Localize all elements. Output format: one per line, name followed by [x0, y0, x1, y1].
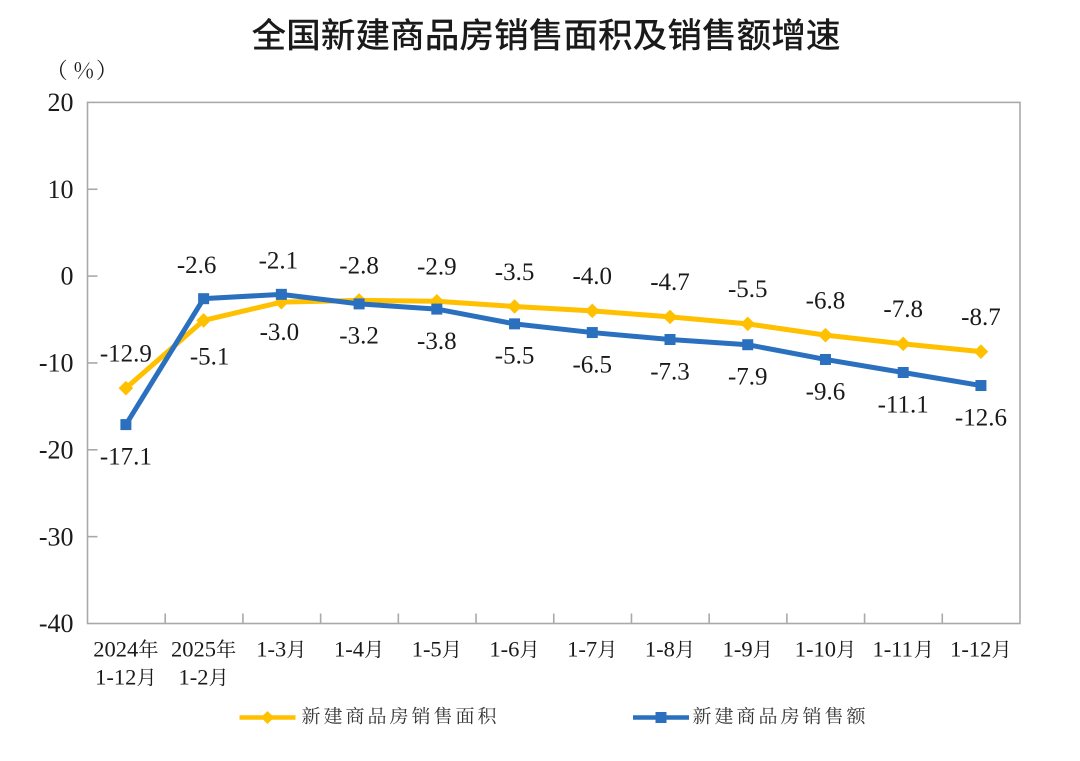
svg-text:1-5: 1-5: [412, 637, 442, 662]
svg-text:1-10: 1-10: [795, 637, 836, 662]
svg-text:2024: 2024: [93, 637, 138, 662]
svg-text:-5.5: -5.5: [728, 276, 768, 303]
svg-text:-5.5: -5.5: [495, 343, 535, 370]
svg-text:-3.5: -3.5: [495, 259, 535, 286]
svg-text:-7.3: -7.3: [650, 358, 690, 385]
svg-text:-11.1: -11.1: [878, 391, 929, 418]
svg-text:-6.5: -6.5: [572, 351, 612, 378]
svg-text:-8.7: -8.7: [961, 304, 1001, 331]
svg-text:-12.6: -12.6: [955, 404, 1007, 431]
svg-text:-9.6: -9.6: [806, 378, 846, 405]
svg-text:-7.9: -7.9: [728, 364, 768, 391]
svg-text:1-8: 1-8: [645, 637, 675, 662]
svg-text:-2.6: -2.6: [177, 252, 217, 279]
svg-text:1-4: 1-4: [334, 637, 364, 662]
svg-text:-2.1: -2.1: [259, 248, 299, 275]
svg-text:10: 10: [48, 175, 74, 204]
svg-text:-2.8: -2.8: [339, 253, 379, 280]
svg-text:1-3: 1-3: [256, 637, 286, 662]
svg-text:-30: -30: [39, 522, 74, 551]
svg-text:-4.0: -4.0: [572, 263, 612, 290]
svg-text:-17.1: -17.1: [100, 443, 152, 470]
svg-text:-5.1: -5.1: [190, 344, 230, 371]
svg-text:-7.8: -7.8: [883, 296, 923, 323]
svg-text:-3.2: -3.2: [339, 323, 379, 350]
svg-text:-6.8: -6.8: [806, 287, 846, 314]
svg-text:1-12: 1-12: [950, 637, 991, 662]
svg-text:1-6: 1-6: [489, 637, 519, 662]
svg-text:0: 0: [61, 262, 74, 291]
svg-text:1-2: 1-2: [179, 665, 209, 690]
svg-text:-10: -10: [39, 349, 74, 378]
svg-text:-2.9: -2.9: [417, 254, 457, 281]
svg-text:-20: -20: [39, 435, 74, 464]
svg-text:-3.8: -3.8: [417, 328, 457, 355]
svg-text:-4.7: -4.7: [650, 269, 690, 296]
svg-text:2025: 2025: [171, 637, 216, 662]
svg-text:1-7: 1-7: [567, 637, 597, 662]
svg-text:-40: -40: [39, 609, 74, 638]
svg-text:1-12: 1-12: [95, 665, 136, 690]
svg-text:1-11: 1-11: [872, 637, 912, 662]
svg-text:-12.9: -12.9: [100, 340, 152, 367]
svg-text:1-9: 1-9: [723, 637, 753, 662]
svg-text:-3.0: -3.0: [260, 319, 300, 346]
svg-text:20: 20: [48, 88, 74, 117]
